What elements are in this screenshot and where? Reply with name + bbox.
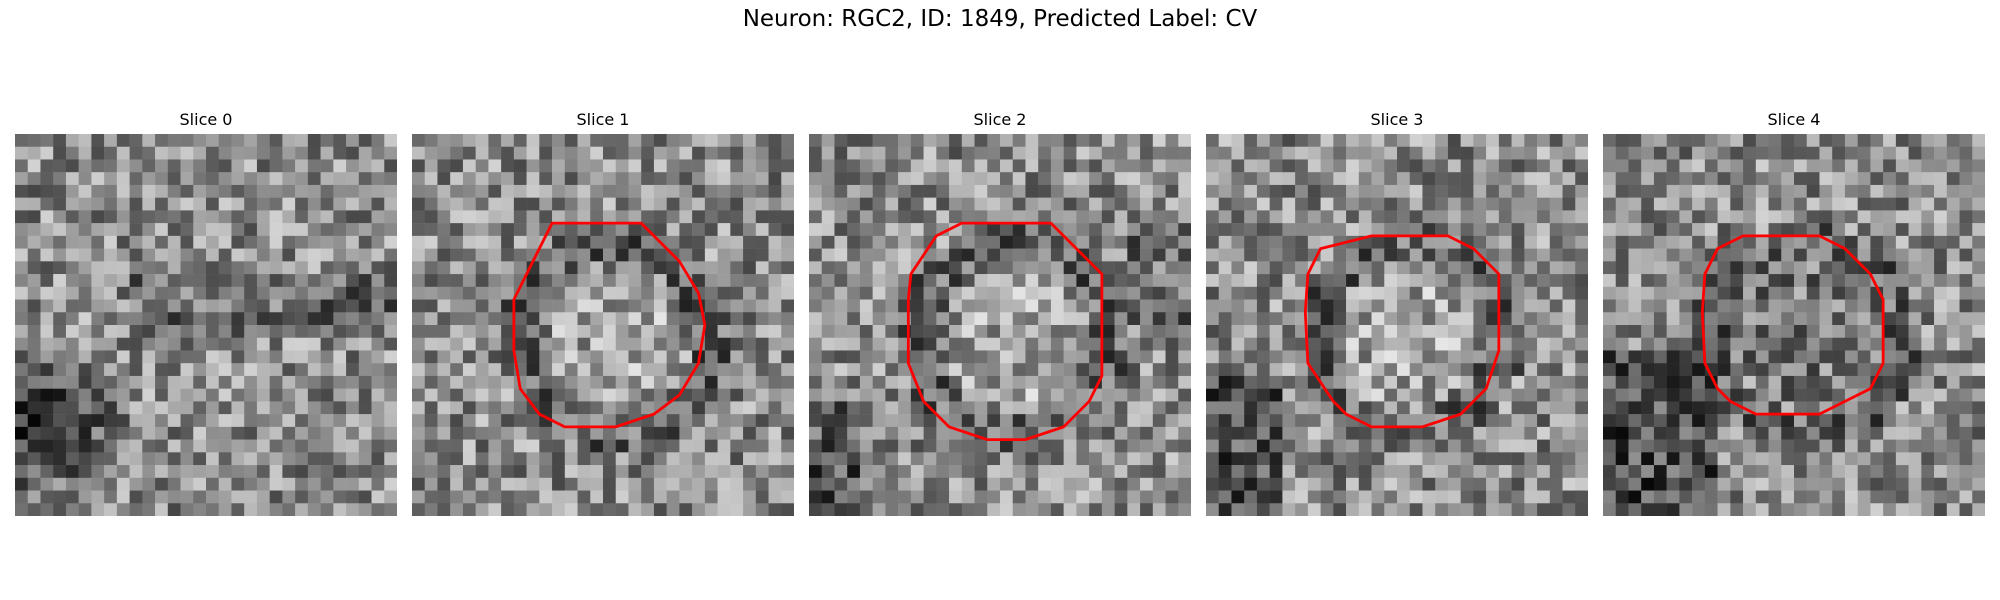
slice-panel-2: Slice 2	[809, 108, 1191, 516]
roi-contour	[1700, 234, 1885, 416]
roi-contour	[906, 221, 1104, 442]
figure-title: Neuron: RGC2, ID: 1849, Predicted Label:…	[742, 6, 1258, 32]
slice-panel-4: Slice 4	[1603, 108, 1985, 516]
slice-title: Slice 4	[1767, 110, 1821, 129]
slice-image	[412, 134, 794, 516]
slice-panel-1: Slice 1	[412, 108, 794, 516]
roi-contour	[512, 221, 707, 429]
slice-image	[15, 134, 397, 516]
slice-image	[1603, 134, 1985, 516]
slice-title: Slice 2	[973, 110, 1027, 129]
slice-title: Slice 1	[576, 110, 630, 129]
slice-panel-0: Slice 0	[15, 108, 397, 516]
slice-panel-3: Slice 3	[1206, 108, 1588, 516]
slice-image	[809, 134, 1191, 516]
slice-image	[1206, 134, 1588, 516]
slice-title: Slice 3	[1370, 110, 1424, 129]
roi-contour	[1303, 234, 1501, 429]
slice-title: Slice 0	[179, 110, 233, 129]
